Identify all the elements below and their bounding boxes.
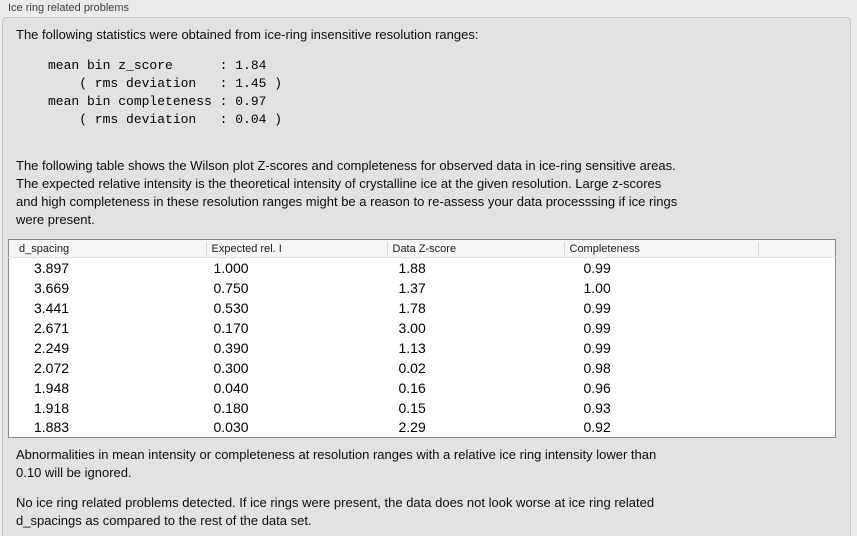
cell-data-z-score: 0.16 bbox=[398, 379, 426, 396]
table-row[interactable]: 3.669 0.750 1.37 1.00 bbox=[9, 278, 836, 298]
cell-d-spacing: 1.948 bbox=[34, 379, 70, 396]
cell-expected-rel-i: 0.530 bbox=[213, 299, 249, 316]
groupbox-title: Ice ring related problems bbox=[8, 2, 130, 14]
column-header-expected-rel-i[interactable]: Expected rel. I bbox=[205, 239, 387, 258]
ice-ring-table: d_spacing Expected rel. I Data Z-score C… bbox=[8, 239, 836, 438]
cell-d-spacing: 2.249 bbox=[34, 339, 70, 356]
cell-empty bbox=[758, 398, 836, 418]
cell-d-spacing: 1.918 bbox=[34, 399, 70, 416]
cell-data-z-score: 1.13 bbox=[398, 339, 426, 356]
cell-completeness: 0.92 bbox=[583, 419, 611, 436]
cell-d-spacing: 1.883 bbox=[34, 419, 70, 436]
cell-d-spacing: 2.072 bbox=[34, 359, 70, 376]
cell-expected-rel-i: 0.390 bbox=[213, 339, 249, 356]
cell-completeness: 0.99 bbox=[583, 339, 611, 356]
cell-empty bbox=[758, 378, 836, 398]
cell-empty bbox=[758, 318, 836, 338]
table-row[interactable]: 3.441 0.530 1.78 0.99 bbox=[9, 298, 836, 318]
cell-expected-rel-i: 0.170 bbox=[213, 319, 249, 336]
cell-data-z-score: 1.78 bbox=[398, 299, 426, 316]
table-row[interactable]: 1.918 0.180 0.15 0.93 bbox=[9, 398, 836, 418]
table-header: d_spacing Expected rel. I Data Z-score C… bbox=[8, 239, 836, 258]
cell-empty bbox=[758, 258, 836, 278]
cell-data-z-score: 1.37 bbox=[398, 279, 426, 296]
cell-d-spacing: 2.671 bbox=[34, 319, 70, 336]
cell-completeness: 0.93 bbox=[583, 399, 611, 416]
cell-expected-rel-i: 0.300 bbox=[213, 359, 249, 376]
cell-data-z-score: 2.29 bbox=[398, 419, 426, 436]
table-row[interactable]: 2.072 0.300 0.02 0.98 bbox=[9, 358, 836, 378]
cell-completeness: 0.99 bbox=[583, 319, 611, 336]
result-note-paragraph: No ice ring related problems detected. I… bbox=[16, 495, 655, 528]
table-row[interactable]: 1.948 0.040 0.16 0.96 bbox=[9, 378, 836, 398]
stats-block: mean bin z_score : 1.84 ( rms deviation … bbox=[48, 58, 283, 127]
intro-paragraph: The following statistics were obtained f… bbox=[16, 27, 479, 42]
cell-completeness: 0.96 bbox=[583, 379, 611, 396]
column-header-completeness[interactable]: Completeness bbox=[563, 239, 758, 258]
cell-d-spacing: 3.441 bbox=[34, 299, 70, 316]
cell-data-z-score: 3.00 bbox=[398, 319, 426, 336]
cell-data-z-score: 0.15 bbox=[398, 399, 426, 416]
cell-completeness: 1.00 bbox=[583, 279, 611, 296]
cell-data-z-score: 0.02 bbox=[398, 359, 426, 376]
cell-d-spacing: 3.669 bbox=[34, 279, 70, 296]
column-header-data-z-score[interactable]: Data Z-score bbox=[386, 239, 564, 258]
table-row[interactable]: 2.671 0.170 3.00 0.99 bbox=[9, 318, 836, 338]
cell-d-spacing: 3.897 bbox=[34, 259, 70, 276]
cell-data-z-score: 1.88 bbox=[398, 259, 426, 276]
column-header-empty bbox=[757, 239, 836, 258]
cell-empty bbox=[758, 278, 836, 298]
table-intro-paragraph: The following table shows the Wilson plo… bbox=[16, 158, 678, 227]
cell-expected-rel-i: 0.040 bbox=[213, 379, 249, 396]
cell-expected-rel-i: 1.000 bbox=[213, 259, 249, 276]
table-body: 3.897 1.000 1.88 0.99 3.669 0.750 1.37 1… bbox=[9, 258, 836, 438]
column-header-d-spacing[interactable]: d_spacing bbox=[8, 239, 206, 258]
cell-empty bbox=[758, 338, 836, 358]
table-row[interactable]: 1.883 0.030 2.29 0.92 bbox=[9, 418, 836, 438]
cell-completeness: 0.99 bbox=[583, 299, 611, 316]
cell-empty bbox=[758, 418, 836, 438]
table-row[interactable]: 3.897 1.000 1.88 0.99 bbox=[9, 258, 836, 278]
cell-expected-rel-i: 0.750 bbox=[213, 279, 249, 296]
cell-empty bbox=[758, 358, 836, 378]
cell-expected-rel-i: 0.180 bbox=[213, 399, 249, 416]
cell-expected-rel-i: 0.030 bbox=[213, 419, 249, 436]
cell-completeness: 0.99 bbox=[583, 259, 611, 276]
ignore-note-paragraph: Abnormalities in mean intensity or compl… bbox=[16, 447, 657, 480]
cell-completeness: 0.98 bbox=[583, 359, 611, 376]
cell-empty bbox=[758, 298, 836, 318]
table-row[interactable]: 2.249 0.390 1.13 0.99 bbox=[9, 338, 836, 358]
table-header-row: d_spacing Expected rel. I Data Z-score C… bbox=[8, 239, 836, 258]
